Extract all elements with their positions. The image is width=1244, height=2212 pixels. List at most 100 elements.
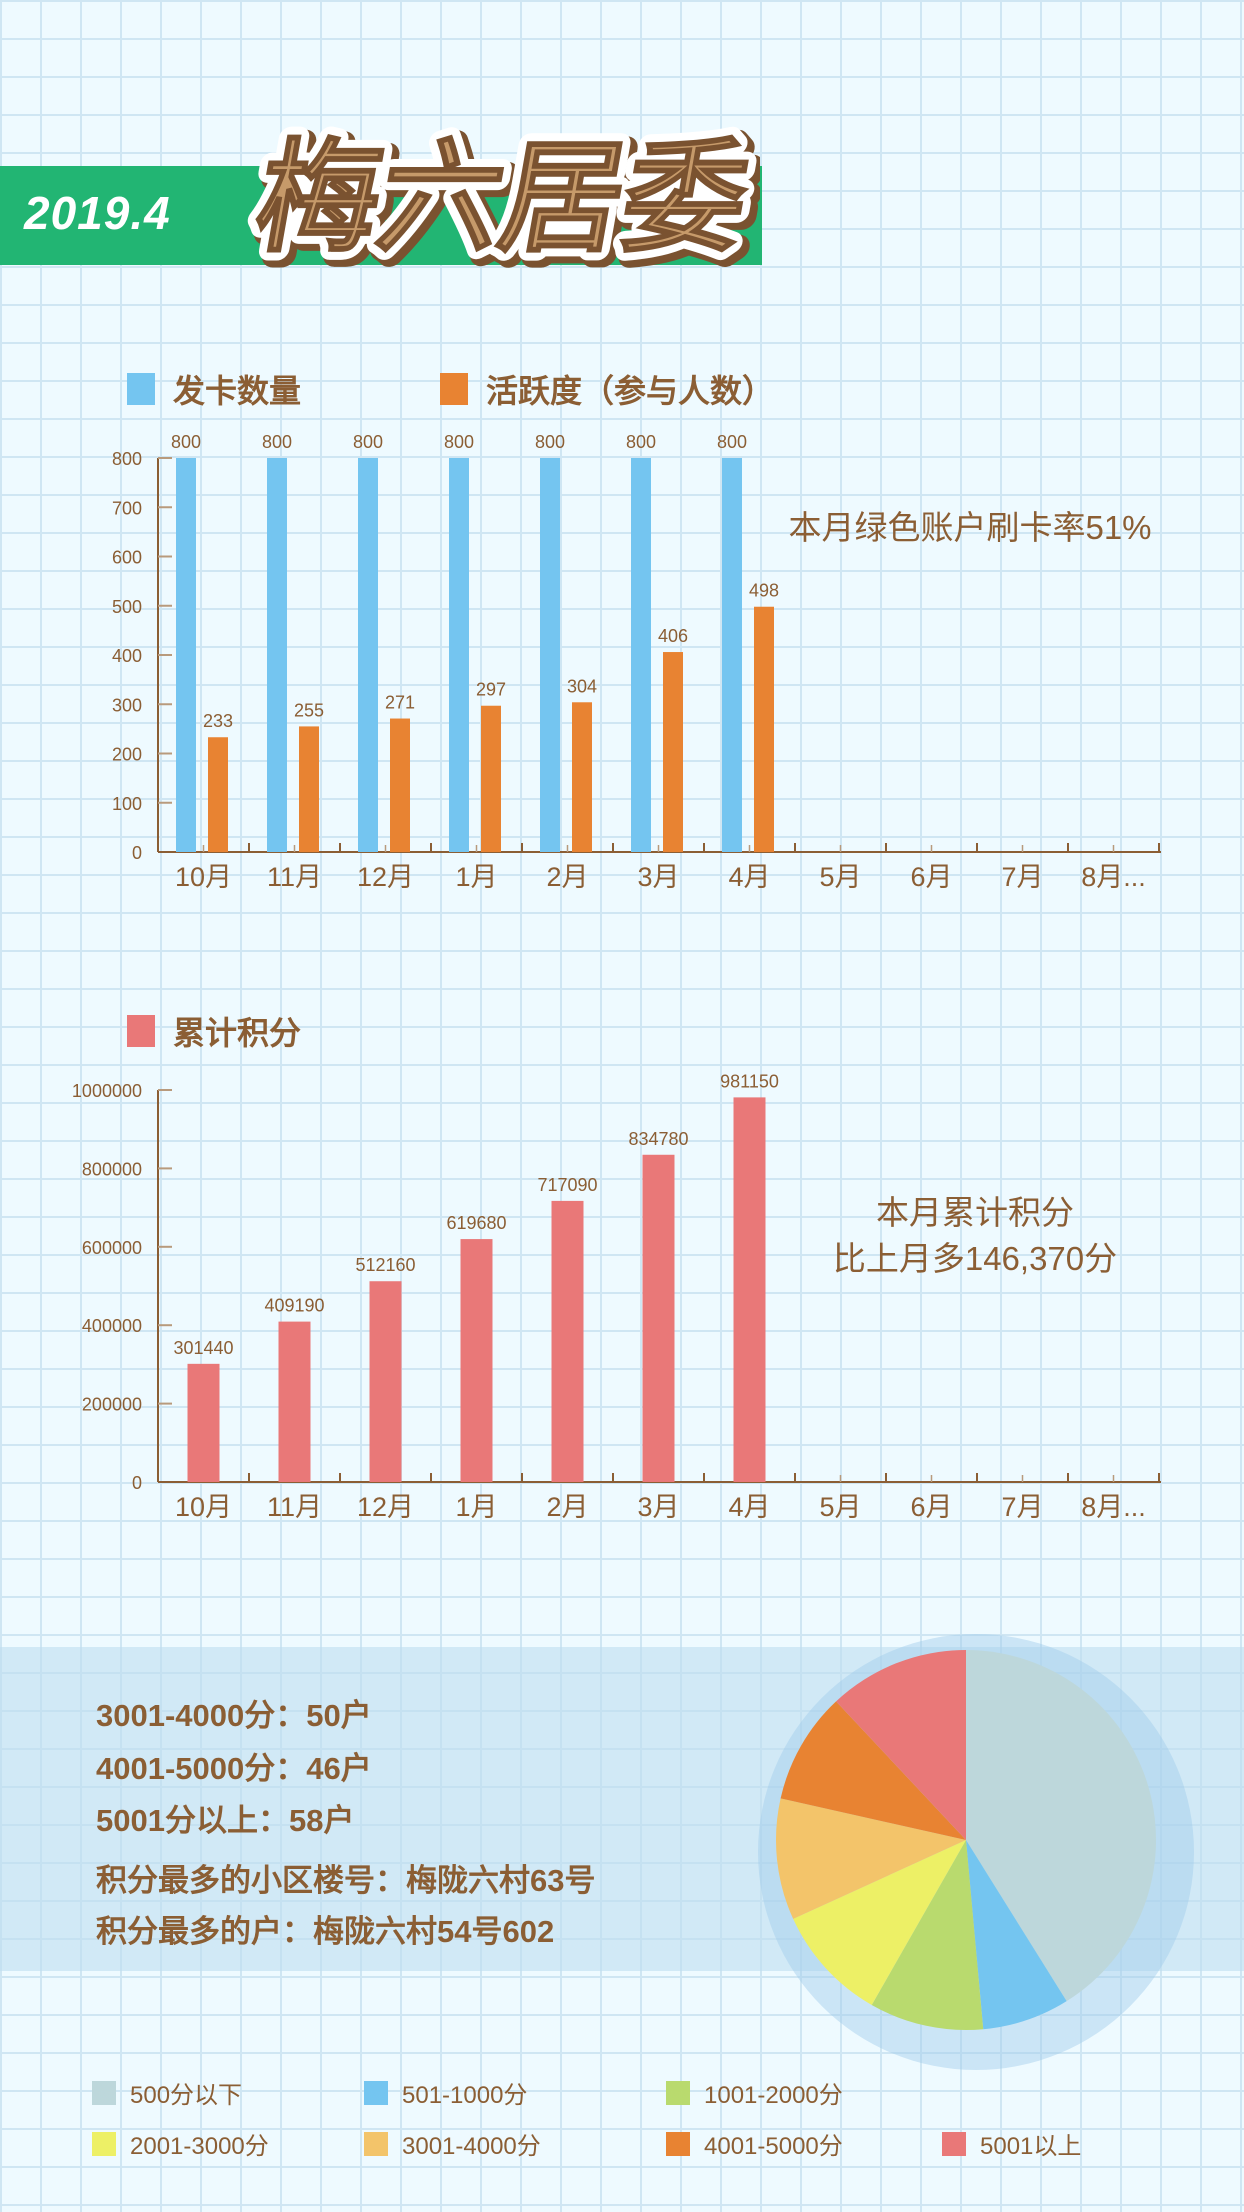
data-label: 304	[567, 676, 597, 696]
data-label: 981150	[720, 1071, 779, 1091]
x-tick-label: 11月	[267, 1492, 322, 1522]
header-date: 2019.4	[24, 187, 171, 239]
info-line: 积分最多的小区楼号：梅陇六村63号	[96, 1863, 596, 1898]
data-label: 800	[717, 432, 747, 452]
data-label: 301440	[173, 1338, 233, 1358]
legend-swatch-red	[127, 1015, 155, 1047]
data-label: 255	[294, 700, 324, 720]
pie-legend-label: 500分以下	[130, 2082, 243, 2109]
bar-primary	[733, 1097, 766, 1482]
title-outline: 梅六居委	[246, 131, 758, 267]
chart2-note-line: 本月累计积分	[876, 1194, 1074, 1231]
bar-secondary	[572, 702, 592, 852]
pie-legend-item: 5001以上	[942, 2126, 1081, 2161]
bar-primary	[278, 1321, 311, 1482]
legend-label: 发卡数量	[173, 373, 302, 409]
bar-secondary	[481, 705, 501, 852]
legend-item-cards: 发卡数量	[127, 366, 301, 412]
bar-secondary	[299, 726, 319, 852]
pie-legend-swatch	[364, 2080, 388, 2105]
bar-primary	[267, 458, 287, 852]
data-label: 233	[203, 711, 233, 731]
y-tick-label: 400000	[82, 1316, 142, 1336]
legend-label: 累计积分	[173, 1015, 302, 1051]
data-label: 800	[444, 432, 474, 452]
x-tick-label: 10月	[175, 1492, 232, 1522]
data-label: 800	[262, 432, 292, 452]
y-tick-label: 600	[112, 548, 142, 568]
x-tick-label: 4月	[728, 862, 770, 892]
x-tick-label: 1月	[455, 862, 497, 892]
pie-legend-label: 2001-3000分	[130, 2133, 269, 2160]
info-line: 5001分以上：58户	[96, 1803, 355, 1838]
data-label: 619680	[446, 1213, 506, 1233]
pie-legend-swatch	[942, 2131, 966, 2156]
data-label: 717090	[537, 1175, 597, 1195]
data-label: 271	[385, 693, 415, 713]
bar-secondary	[754, 606, 774, 852]
bar-primary	[642, 1154, 675, 1482]
chart1-note: 本月绿色账户刷卡率51%	[788, 509, 1152, 546]
data-label: 800	[626, 432, 656, 452]
info-line: 4001-5000分：46户	[96, 1751, 372, 1786]
x-tick-label: 6月	[910, 862, 952, 892]
x-tick-label: 12月	[357, 1492, 414, 1522]
pie-legend-label: 3001-4000分	[402, 2133, 541, 2160]
pie-slice	[836, 1650, 966, 1840]
x-tick-label: 10月	[175, 862, 232, 892]
bar-primary	[449, 458, 469, 852]
legend-item-points: 累计积分	[127, 1008, 301, 1054]
title-shadow: 梅六居委	[251, 136, 760, 272]
bar-primary	[540, 458, 560, 852]
bar-secondary	[663, 652, 683, 852]
y-tick-label: 800	[112, 449, 142, 469]
pie-legend-label: 1001-2000分	[704, 2082, 843, 2109]
bar-primary	[187, 1363, 220, 1482]
x-tick-label: 5月	[819, 1492, 861, 1522]
pie-legend-label: 5001以上	[980, 2133, 1082, 2160]
legend-swatch-blue	[127, 373, 155, 405]
bar-primary	[460, 1239, 493, 1482]
y-tick-label: 600000	[82, 1238, 142, 1258]
y-tick-label: 800000	[82, 1159, 142, 1179]
points-distribution-pie	[758, 1634, 1194, 2070]
pie-legend-item: 3001-4000分	[364, 2126, 541, 2161]
x-tick-label: 7月	[1001, 1492, 1043, 1522]
y-tick-label: 400	[112, 646, 142, 666]
x-tick-label: 4月	[728, 1492, 770, 1522]
pie-slice	[776, 1798, 966, 1919]
y-tick-label: 1000000	[72, 1081, 142, 1101]
y-tick-label: 300	[112, 695, 142, 715]
chart-cards-activity: 0 100 200 300 400 500 600 700 800 10月 11月 12月 1月 2月 3月…	[112, 432, 1161, 892]
x-tick-label: 8月...	[1081, 862, 1146, 892]
x-tick-label: 5月	[819, 862, 861, 892]
data-label: 800	[171, 432, 201, 452]
bar-primary	[551, 1200, 584, 1482]
header-band	[0, 166, 762, 265]
pie-slice	[966, 1650, 1156, 2002]
pie-legend-swatch	[666, 2131, 690, 2156]
y-tick-label: 0	[132, 1473, 142, 1493]
y-tick-label: 100	[112, 794, 142, 814]
chart2-note-line: 比上月多146,370分	[832, 1240, 1118, 1277]
header-title-logo: 梅六居委 梅六居委 梅六居委	[240, 122, 760, 280]
pie-legend-label: 4001-5000分	[704, 2133, 843, 2160]
chart2-note: 本月累计积分 比上月多146,370分	[760, 1190, 1190, 1282]
pie-legend-swatch	[92, 2080, 116, 2105]
bar-primary	[358, 458, 378, 852]
x-tick-label: 3月	[637, 862, 679, 892]
pie-slice	[871, 1840, 984, 2030]
x-tick-label: 12月	[357, 862, 414, 892]
pie-legend-item: 2001-3000分	[92, 2126, 269, 2161]
bar-secondary	[390, 718, 410, 852]
legend-label: 活跃度（参与人数）	[486, 373, 775, 409]
x-tick-label: 6月	[910, 1492, 952, 1522]
x-tick-label: 2月	[546, 1492, 588, 1522]
data-label: 406	[658, 626, 688, 646]
pie-legend-label: 501-1000分	[402, 2082, 528, 2109]
pie-legend-swatch	[364, 2131, 388, 2156]
x-tick-label: 7月	[1001, 862, 1043, 892]
info-line: 积分最多的户：梅陇六村54号602	[96, 1914, 555, 1949]
data-label: 498	[749, 581, 779, 601]
info-line: 3001-4000分：50户	[96, 1698, 372, 1733]
